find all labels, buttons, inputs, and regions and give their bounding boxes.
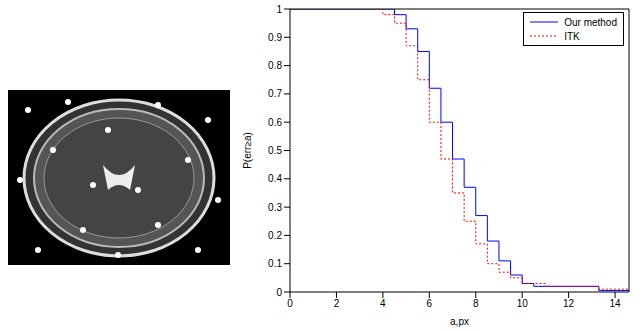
html-text:Our method: Our method <box>564 16 617 28</box>
svg-text:6: 6 <box>427 298 433 309</box>
svg-text:0.1: 0.1 <box>268 258 282 269</box>
svg-text:1: 1 <box>276 4 282 15</box>
svg-text:10: 10 <box>517 298 529 309</box>
svg-text:0.2: 0.2 <box>268 230 282 241</box>
svg-text:0.7: 0.7 <box>268 88 282 99</box>
svg-text:0.6: 0.6 <box>268 117 282 128</box>
svg-text:0: 0 <box>287 298 293 309</box>
svg-text:0.9: 0.9 <box>268 32 282 43</box>
svg-text:0.8: 0.8 <box>268 60 282 71</box>
html-text:ITK: ITK <box>564 30 580 42</box>
svg-text:4: 4 <box>380 298 386 309</box>
svg-text:8: 8 <box>473 298 479 309</box>
svg-text:12: 12 <box>563 298 575 309</box>
svg-text:2: 2 <box>334 298 340 309</box>
svg-text:0.4: 0.4 <box>268 173 282 184</box>
svg-text:a,px: a,px <box>450 316 469 327</box>
svg-text:P(err≥a): P(err≥a) <box>242 132 253 169</box>
svg-text:14: 14 <box>610 298 622 309</box>
svg-text:0: 0 <box>276 287 282 298</box>
svg-text:0.5: 0.5 <box>268 145 282 156</box>
svg-text:0.3: 0.3 <box>268 202 282 213</box>
